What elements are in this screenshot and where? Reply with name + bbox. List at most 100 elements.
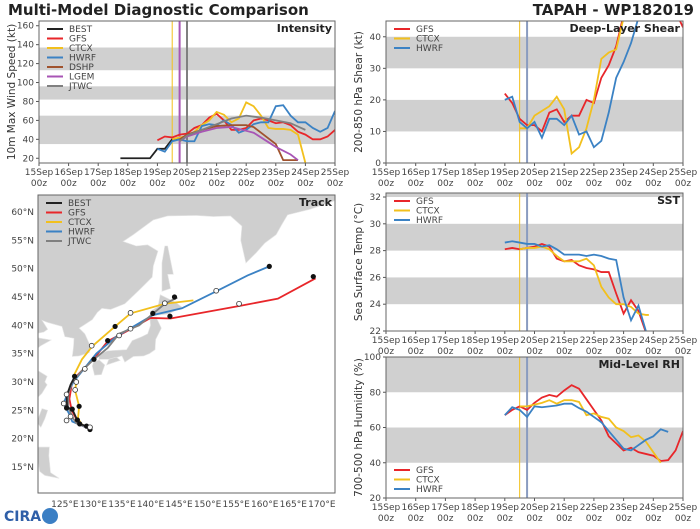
x-tick-day: 21Sep — [550, 168, 579, 178]
shaded-band — [386, 36, 683, 69]
track-marker-filled — [167, 313, 173, 319]
track-marker-filled — [69, 406, 75, 412]
track-marker-open — [161, 300, 168, 307]
legend-label-jtwc: JTWC — [67, 237, 91, 247]
lon-label: 160°E — [251, 500, 279, 510]
x-tick-hour: 00z — [149, 179, 165, 189]
y-tick-label: 140 — [17, 41, 34, 51]
x-tick-day: 20Sep — [520, 503, 549, 513]
lon-label: 145°E — [165, 500, 193, 510]
legend-label-hwrf: HWRF — [416, 216, 443, 226]
x-tick-hour: 00z — [586, 514, 602, 524]
land-taiwan — [38, 408, 49, 428]
track-marker-filled — [76, 403, 82, 409]
x-tick-day: 17Sep — [431, 168, 460, 178]
x-tick-hour: 00z — [556, 347, 572, 357]
figure-title: Multi-Model Diagnostic Comparison — [8, 1, 309, 19]
x-tick-hour: 00z — [645, 179, 661, 189]
x-tick-hour: 00z — [408, 514, 424, 524]
intensity-panel: 2040608010012014016015Sep00z16Sep00z17Se… — [6, 20, 350, 189]
x-tick-day: 25Sep — [669, 336, 698, 346]
y-tick-label: 20 — [370, 494, 382, 504]
legend-label-hwrf: HWRF — [69, 54, 96, 64]
track-marker-open — [127, 325, 134, 332]
track-marker-filled — [63, 405, 70, 411]
x-tick-hour: 00z — [90, 179, 106, 189]
panel-title: Track — [299, 196, 333, 209]
x-tick-hour: 00z — [586, 179, 602, 189]
x-tick-day: 22Sep — [580, 336, 609, 346]
x-tick-hour: 00z — [526, 347, 542, 357]
y-tick-label: 20 — [370, 96, 382, 106]
x-tick-day: 22Sep — [580, 168, 609, 178]
track-marker-open — [88, 342, 95, 349]
y-tick-label: 20 — [23, 154, 35, 164]
x-tick-day: 18Sep — [461, 336, 490, 346]
track-marker-open — [127, 310, 134, 316]
x-tick-hour: 00z — [645, 347, 661, 357]
track-marker-open — [67, 413, 74, 420]
x-tick-day: 17Sep — [431, 503, 460, 513]
lon-label: 165°E — [280, 500, 308, 510]
shaded-band — [386, 193, 683, 198]
y-tick-label: 40 — [370, 33, 382, 43]
cira-logo: CIRA — [4, 508, 58, 525]
x-tick-day: 19Sep — [143, 168, 172, 178]
x-tick-day: 20Sep — [173, 168, 202, 178]
series-hwrf — [157, 104, 335, 153]
track-marker-filled — [91, 356, 97, 362]
x-tick-day: 18Sep — [461, 168, 490, 178]
land-kyushu — [91, 359, 106, 376]
legend-label-ctcx: CTCX — [68, 218, 92, 228]
series-lgem — [179, 126, 299, 161]
track-marker-open — [213, 287, 220, 294]
x-tick-hour: 00z — [408, 179, 424, 189]
legend-label-best: BEST — [69, 25, 93, 35]
x-tick-day: 21Sep — [550, 336, 579, 346]
lat-label: 55°N — [11, 236, 34, 246]
legend-label-jtwc: JTWC — [68, 82, 92, 92]
x-tick-day: 17Sep — [84, 168, 113, 178]
land-sakhalin — [161, 245, 174, 292]
track-marker-open — [72, 387, 78, 393]
panel-title: SST — [657, 194, 680, 207]
track-jtwc — [67, 296, 178, 430]
series-hwrf — [504, 402, 669, 452]
x-tick-day: 21Sep — [550, 503, 579, 513]
lat-label: 50°N — [11, 265, 34, 275]
x-tick-day: 23Sep — [609, 336, 638, 346]
legend-label-gfs: GFS — [69, 35, 87, 45]
plot-frame — [38, 20, 336, 164]
panel-title: Mid-Level RH — [598, 358, 680, 371]
x-tick-day: 18Sep — [461, 503, 490, 513]
y-tick-label: 30 — [370, 64, 382, 74]
x-tick-hour: 00z — [556, 514, 572, 524]
lat-label: 20°N — [11, 435, 34, 445]
x-tick-hour: 00z — [437, 347, 453, 357]
lon-label: 150°E — [194, 500, 222, 510]
panel-title: Intensity — [277, 22, 332, 35]
x-tick-day: 25Sep — [321, 168, 350, 178]
legend-label-ctcx: CTCX — [416, 476, 440, 486]
x-tick-day: 21Sep — [202, 168, 231, 178]
x-tick-day: 19Sep — [491, 336, 520, 346]
x-tick-hour: 00z — [31, 179, 47, 189]
y-axis-label: Sea Surface Temp (°C) — [353, 203, 365, 321]
x-tick-day: 22Sep — [232, 168, 261, 178]
x-tick-day: 24Sep — [639, 503, 668, 513]
legend-label-gfs: GFS — [416, 25, 434, 35]
y-tick-label: 40 — [370, 459, 382, 469]
y-tick-label: 60 — [370, 424, 382, 434]
x-tick-hour: 00z — [526, 514, 542, 524]
track-marker-filled — [150, 310, 156, 317]
track-marker-open — [87, 424, 93, 431]
lon-label: 140°E — [137, 500, 165, 510]
x-tick-day: 23Sep — [609, 503, 638, 513]
track-marker-open — [73, 379, 80, 385]
legend-label-best: BEST — [68, 199, 92, 209]
x-tick-day: 16Sep — [401, 503, 430, 513]
x-tick-day: 24Sep — [639, 336, 668, 346]
y-tick-label: 60 — [23, 116, 35, 126]
legend-label-dshp: DSHP — [69, 63, 94, 73]
x-tick-hour: 00z — [437, 179, 453, 189]
